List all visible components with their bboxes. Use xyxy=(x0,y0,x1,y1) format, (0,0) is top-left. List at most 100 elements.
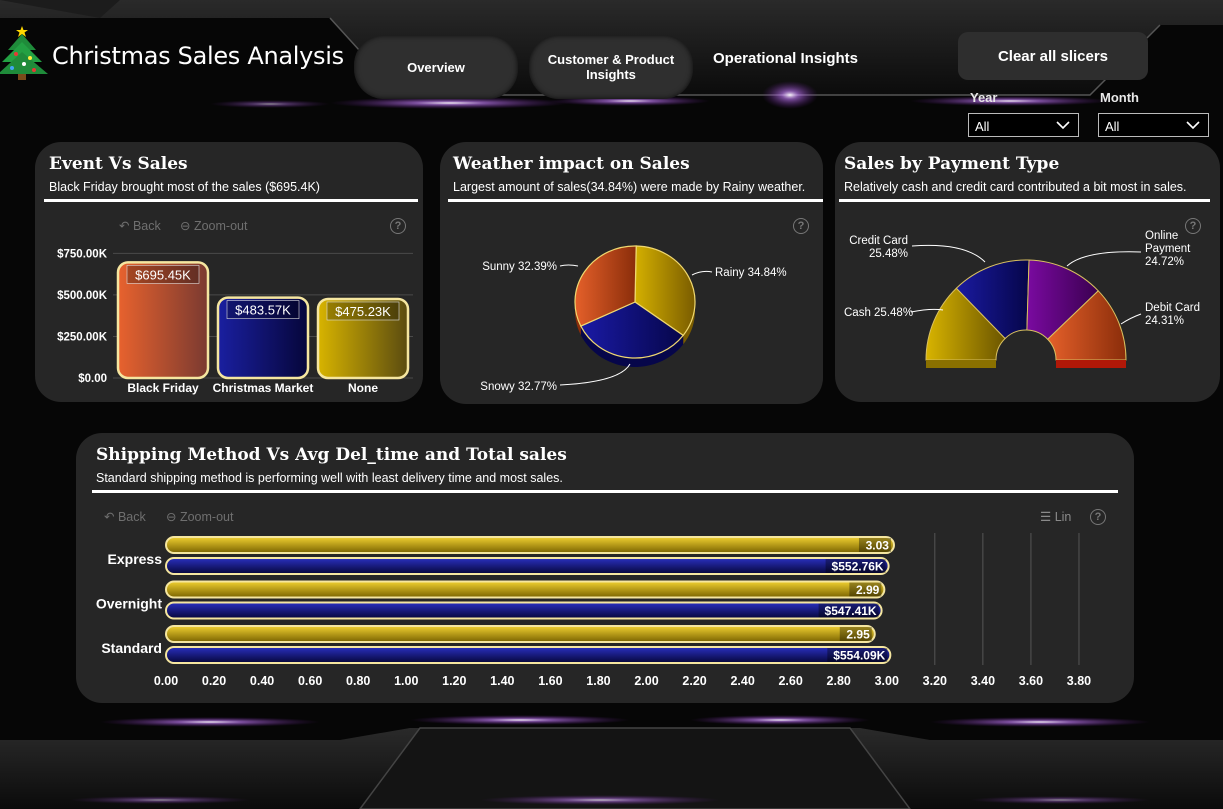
slice-label: 24.31% xyxy=(1145,315,1184,327)
back-button[interactable]: ↶ Back xyxy=(104,509,146,524)
x-tick-label: 2.80 xyxy=(827,674,851,688)
x-tick-label: 1.60 xyxy=(538,674,562,688)
x-tick-label: 0.60 xyxy=(298,674,322,688)
donut-slice xyxy=(1046,290,1127,361)
leader-line xyxy=(1120,313,1142,325)
bar xyxy=(165,536,895,554)
event-card-title: Event Vs Sales xyxy=(49,154,188,174)
divider xyxy=(839,199,1210,202)
bar xyxy=(216,296,310,380)
divider xyxy=(448,199,823,202)
slice-label: Rainy 34.84% xyxy=(715,267,787,279)
data-label: $552.76K xyxy=(832,560,884,574)
y-tick-label: Standard xyxy=(101,640,162,656)
help-icon[interactable]: ? xyxy=(1185,218,1201,234)
zoom-out-button[interactable]: ⊖ Zoom-out xyxy=(166,509,233,524)
data-label: 2.95 xyxy=(846,628,870,642)
shipping-card-subtitle: Standard shipping method is performing w… xyxy=(96,471,563,485)
help-icon[interactable]: ? xyxy=(1090,509,1106,525)
bar xyxy=(316,297,410,380)
data-label: 3.03 xyxy=(866,539,890,553)
scale-type-label: Lin xyxy=(1054,510,1072,524)
y-tick-label: $750.00K xyxy=(57,248,108,260)
divider xyxy=(92,490,1118,493)
zoom-out-label: Zoom-out xyxy=(179,510,234,524)
month-dropdown[interactable]: All xyxy=(1098,113,1209,137)
slice-label: Snowy 32.77% xyxy=(480,381,557,393)
x-tick-label: 3.40 xyxy=(971,674,995,688)
x-tick-label: None xyxy=(348,381,378,395)
data-label: $547.41K xyxy=(825,604,877,618)
x-tick-label: 0.40 xyxy=(250,674,274,688)
leader-line xyxy=(559,363,631,386)
leader-line xyxy=(691,270,713,276)
data-label-box xyxy=(326,301,400,321)
x-tick-label: 0.80 xyxy=(346,674,370,688)
bar xyxy=(165,557,890,575)
event-card-subtitle: Black Friday brought most of the sales (… xyxy=(49,180,320,194)
pie-slice xyxy=(580,301,685,359)
bar xyxy=(165,625,876,643)
payment-card-title: Sales by Payment Type xyxy=(844,154,1060,174)
divider xyxy=(44,199,418,202)
x-tick-label: 3.80 xyxy=(1067,674,1091,688)
data-label-box xyxy=(858,538,891,552)
back-icon: ↶ xyxy=(119,219,133,233)
bar xyxy=(165,646,892,664)
slice-label: Cash 25.48% xyxy=(844,307,913,319)
data-label: $475.23K xyxy=(335,304,391,319)
slice-label: Online xyxy=(1145,230,1178,242)
data-label: $483.57K xyxy=(235,303,291,318)
slice-label: Sunny 32.39% xyxy=(482,261,557,273)
data-label-box xyxy=(849,582,882,597)
back-button[interactable]: ↶ Back xyxy=(119,218,161,233)
help-icon[interactable]: ? xyxy=(793,218,809,234)
y-tick-label: $0.00 xyxy=(78,373,107,385)
weather-pie-chart: Rainy 34.84% Snowy 32.77% Sunny 32.39% xyxy=(480,245,787,393)
leader-line xyxy=(559,264,579,267)
list-icon: ☰ xyxy=(1040,510,1055,524)
shipping-bar-chart: 0.00 0.20 0.40 0.60 0.80 1.00 1.20 1.40 1.60 1.80… xyxy=(96,533,1091,688)
y-tick-label: $250.00K xyxy=(57,331,108,343)
nav-overview-button[interactable]: Overview xyxy=(354,35,518,99)
year-slicer-label: Year xyxy=(970,90,998,105)
chevron-down-icon xyxy=(1186,121,1200,130)
year-dropdown[interactable]: All xyxy=(968,113,1079,137)
donut-base xyxy=(1056,360,1126,368)
data-label-box xyxy=(839,627,872,641)
clear-slicers-button[interactable]: Clear all slicers xyxy=(958,32,1148,80)
x-tick-label: 1.40 xyxy=(490,674,514,688)
data-label: 2.99 xyxy=(856,583,880,597)
y-tick-label: Express xyxy=(108,551,163,567)
shipping-card-title: Shipping Method Vs Avg Del_time and Tota… xyxy=(96,445,567,465)
app-title: Christmas Sales Analysis xyxy=(52,42,344,70)
chevron-down-icon xyxy=(1056,121,1070,130)
x-tick-label: 3.20 xyxy=(923,674,947,688)
data-label: $554.09K xyxy=(833,649,885,663)
help-icon[interactable]: ? xyxy=(390,218,406,234)
slice-label: 24.72% xyxy=(1145,256,1184,268)
nav-operational-button[interactable]: Operational Insights xyxy=(713,50,859,67)
x-tick-label: 2.40 xyxy=(730,674,754,688)
slice-side xyxy=(580,326,684,367)
data-label: $695.45K xyxy=(135,267,191,282)
slice-label: Debit Card xyxy=(1145,302,1200,314)
slice-label: 25.48% xyxy=(869,248,908,260)
bar xyxy=(116,261,210,380)
x-tick-label: 1.00 xyxy=(394,674,418,688)
x-tick-label: 1.20 xyxy=(442,674,466,688)
x-tick-label: Black Friday xyxy=(127,381,199,395)
x-tick-label: 2.60 xyxy=(778,674,802,688)
scale-type-button[interactable]: ☰ Lin xyxy=(1040,509,1071,524)
bar xyxy=(165,580,886,599)
zoom-out-button[interactable]: ⊖ Zoom-out xyxy=(180,218,247,233)
leader-line xyxy=(910,308,944,313)
zoom-out-label: Zoom-out xyxy=(193,219,248,233)
nav-customer-product-button[interactable]: Customer & Product Insights xyxy=(529,35,693,99)
x-tick-label: 3.60 xyxy=(1019,674,1043,688)
slice-label: Payment xyxy=(1145,243,1191,255)
back-label: Back xyxy=(117,510,146,524)
payment-card-subtitle: Relatively cash and credit card contribu… xyxy=(844,180,1187,194)
month-value: All xyxy=(1105,119,1120,134)
